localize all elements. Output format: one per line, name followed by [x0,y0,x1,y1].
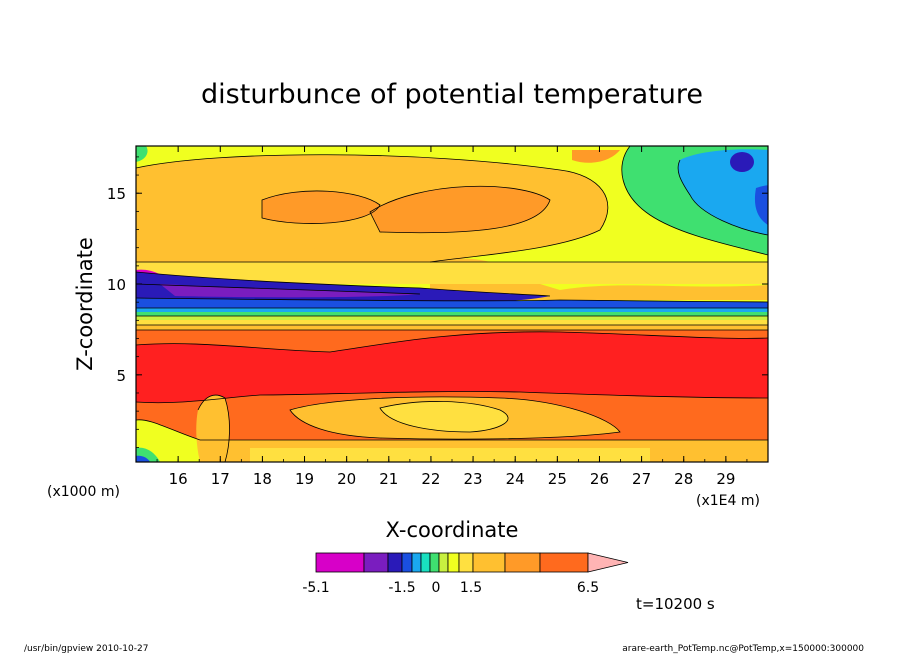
x-axis-label: X-coordinate [386,518,519,542]
colorbar-swatch [438,552,449,573]
x-tick-label: 19 [295,470,314,488]
lower-left-blue [136,455,150,462]
lower-left-disturbance [136,419,200,462]
y-tick-label: 5 [116,367,126,385]
colorbar-swatch [401,552,413,573]
band-upper-darkorange-3 [572,150,620,163]
colorbar-label: 0 [432,580,441,596]
band-green [136,312,768,316]
colorbar-swatch [420,552,431,573]
band-upper-orange-2 [136,222,330,262]
band-upper-darkorange-1 [262,190,380,224]
colorbar-swatch [447,552,460,573]
y-tick-label: 15 [107,185,126,203]
time-label: t=10200 s [636,595,715,613]
colorbar-label: 6.5 [577,580,599,596]
x-tick-label: 20 [337,470,356,488]
colorbar-swatch [472,552,506,573]
chart-title: disturbunce of potential temperature [201,79,703,110]
x-unit-right: (x1E4 m) [696,493,760,509]
band-upper-darkorange-2 [370,186,550,233]
x-tick-label: 24 [506,470,525,488]
colorbar-labels: -5.1 -1.5 0 1.5 6.5 [302,580,599,596]
colorbar-label: -1.5 [388,580,415,596]
x-tick-label: 23 [464,470,483,488]
x-tick-label: 17 [211,470,230,488]
band-bottom-yellow [250,448,650,462]
x-tick-label: 21 [379,470,398,488]
colorbar-swatch [315,552,365,573]
x-tick-label: 18 [253,470,272,488]
band-yellow-thin [136,262,768,284]
footer-left: /usr/bin/gpview 2010-10-27 [24,644,148,654]
y-axis-label: Z-coordinate [73,237,97,371]
x-tick-label: 16 [169,470,188,488]
colorbar-swatch [539,552,589,573]
x-unit-left: (x1000 m) [47,484,120,500]
y-axis: 5 10 15 [107,156,768,448]
colorbar [315,552,629,573]
upper-right-blue-1 [730,152,754,172]
colorbar-swatch [504,552,541,573]
x-tick-label: 29 [716,470,735,488]
colorbar-swatch [458,552,474,573]
mid-right-orange [430,258,768,300]
colorbar-swatch [429,552,440,573]
band-lower-red [136,331,768,403]
x-tick-label: 22 [421,470,440,488]
colorbar-label: -5.1 [302,580,329,596]
colorbar-swatch [387,552,403,573]
plume-gold [196,395,230,462]
band-yellow-2 [136,320,768,325]
colorbar-overflow-triangle [587,552,629,573]
left-edge-green [136,146,148,162]
x-tick-label: 27 [632,470,651,488]
colorbar-swatch [363,552,389,573]
x-tick-label: 28 [674,470,693,488]
upper-right-blue-2 [754,185,768,225]
contour-lines [136,146,768,462]
y-tick-label: 10 [107,276,126,294]
contour-field [136,146,768,462]
band-gold [136,325,768,330]
x-tick-label: 26 [590,470,609,488]
colorbar-label: 1.5 [460,580,482,596]
band-lower-yellow [380,401,509,432]
footer-right: arare-earth_PotTemp.nc@PotTemp,x=150000:… [622,644,864,654]
colorbar-swatch [411,552,422,573]
x-axis: 16 17 18 19 20 21 22 23 24 25 26 27 28 29 [135,146,769,488]
band-cyan [136,308,768,312]
band-lightgreen [136,316,768,320]
x-tick-label: 25 [548,470,567,488]
